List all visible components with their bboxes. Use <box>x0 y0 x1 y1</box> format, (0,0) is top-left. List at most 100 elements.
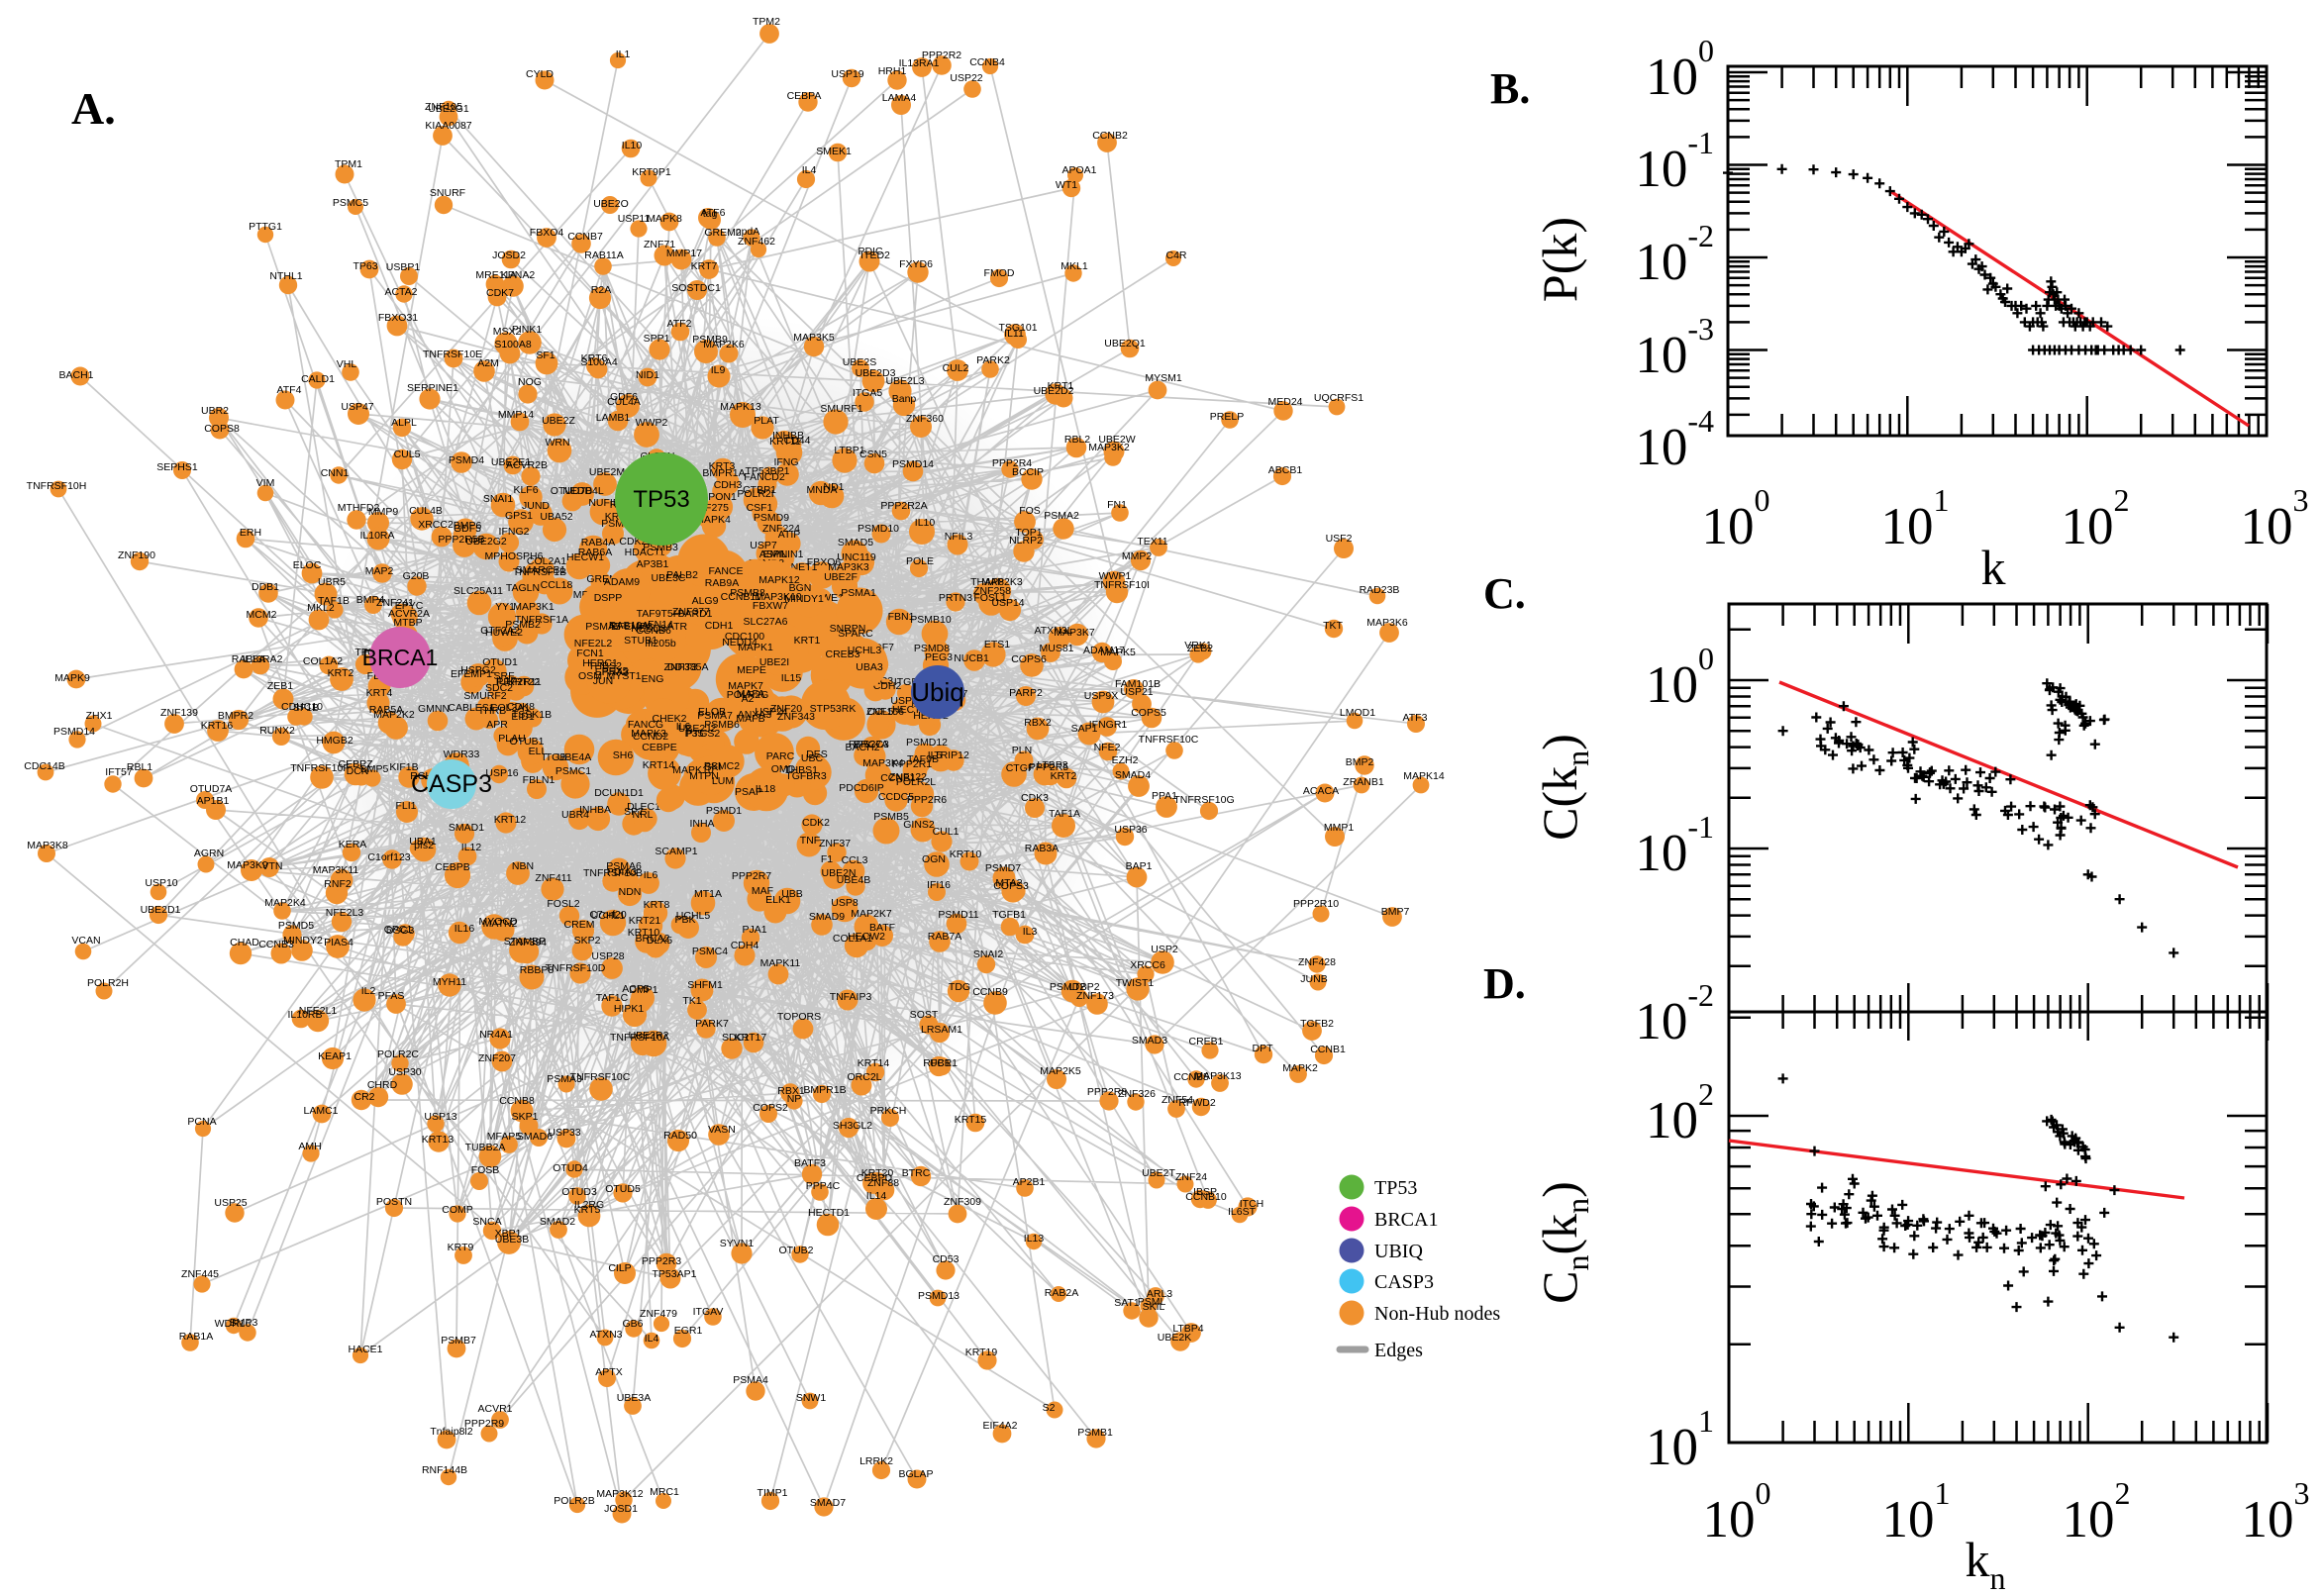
svg-text:TNFRSF10B: TNFRSF10B <box>583 867 643 879</box>
svg-text:OTUB1: OTUB1 <box>509 736 544 748</box>
svg-text:PPP2R9: PPP2R9 <box>464 1418 504 1430</box>
svg-text:MYOCD: MYOCD <box>478 916 518 928</box>
svg-text:UBR1: UBR1 <box>930 1057 958 1069</box>
svg-text:MAPK11: MAPK11 <box>760 957 801 969</box>
svg-text:KRT1: KRT1 <box>1048 380 1074 392</box>
svg-text:MMP2: MMP2 <box>1122 550 1152 562</box>
svg-text:POLR2H: POLR2H <box>87 977 129 989</box>
svg-text:THAP8: THAP8 <box>970 576 1004 588</box>
svg-text:SMEK1: SMEK1 <box>816 146 852 157</box>
svg-text:PSMB5: PSMB5 <box>873 811 909 823</box>
svg-text:PRTN3: PRTN3 <box>939 592 972 604</box>
svg-text:KRT10: KRT10 <box>950 848 982 860</box>
svg-text:ZNF428: ZNF428 <box>1298 956 1336 968</box>
svg-text:JOSD1: JOSD1 <box>604 1503 638 1515</box>
svg-text:Non-Hub nodes: Non-Hub nodes <box>1374 1303 1500 1325</box>
svg-text:EGR1: EGR1 <box>674 1325 703 1337</box>
svg-text:PRKCH: PRKCH <box>870 1105 907 1117</box>
svg-text:UBE2L3: UBE2L3 <box>885 375 924 387</box>
svg-text:USP11: USP11 <box>618 213 651 225</box>
svg-text:COPS5: COPS5 <box>1131 707 1166 719</box>
svg-text:ZNF377: ZNF377 <box>672 606 710 618</box>
svg-text:USP13: USP13 <box>424 1111 456 1123</box>
svg-text:SNW1: SNW1 <box>796 1392 826 1404</box>
svg-text:BARD1: BARD1 <box>677 608 712 620</box>
svg-text:Tnfaip8l2: Tnfaip8l2 <box>430 1426 472 1438</box>
svg-text:MAP2K2: MAP2K2 <box>373 709 415 721</box>
svg-text:CCNB5: CCNB5 <box>1173 1071 1209 1083</box>
svg-text:NLRP2: NLRP2 <box>1009 535 1043 547</box>
svg-text:MAPK7: MAPK7 <box>728 680 763 692</box>
svg-text:UBC: UBC <box>801 752 824 764</box>
svg-text:UBE2W: UBE2W <box>1098 434 1135 446</box>
svg-text:KRT6: KRT6 <box>581 352 608 364</box>
svg-text:INHBB: INHBB <box>772 430 804 442</box>
svg-text:ATXN3L: ATXN3L <box>1035 625 1073 637</box>
svg-text:SLC25A11: SLC25A11 <box>454 585 503 597</box>
svg-text:MMP9: MMP9 <box>368 506 398 518</box>
svg-text:SNURF: SNURF <box>430 187 465 199</box>
svg-text:APTX: APTX <box>595 1366 622 1378</box>
svg-text:MAP3K12: MAP3K12 <box>596 1488 643 1500</box>
svg-text:CTGF: CTGF <box>1006 762 1035 774</box>
svg-text:BMP3: BMP3 <box>230 1317 258 1329</box>
svg-text:COPS3: COPS3 <box>993 880 1029 892</box>
svg-text:MKL2: MKL2 <box>307 602 335 614</box>
svg-text:UCHL5: UCHL5 <box>676 910 711 922</box>
svg-text:EFEMP1: EFEMP1 <box>451 668 492 680</box>
svg-text:PSMD2: PSMD2 <box>1050 981 1085 993</box>
svg-text:FLI1: FLI1 <box>395 800 416 812</box>
svg-text:RAD23B: RAD23B <box>1360 584 1400 596</box>
svg-text:TNFRSF10G: TNFRSF10G <box>1173 794 1234 806</box>
svg-text:IL10: IL10 <box>622 140 643 151</box>
svg-text:ZNF71: ZNF71 <box>644 239 675 250</box>
svg-text:PPP2R1: PPP2R1 <box>892 758 932 770</box>
svg-text:GDF5: GDF5 <box>454 523 481 535</box>
svg-text:TNFRSF10A: TNFRSF10A <box>610 1032 669 1044</box>
svg-text:IL4: IL4 <box>645 1333 659 1345</box>
svg-text:FANCE: FANCE <box>708 565 743 577</box>
svg-text:DDIT3: DDIT3 <box>667 661 697 673</box>
svg-text:C4R: C4R <box>1165 249 1186 261</box>
svg-text:USP30: USP30 <box>388 1066 421 1078</box>
svg-text:NFE2L1: NFE2L1 <box>299 1005 338 1017</box>
svg-text:PARK7: PARK7 <box>695 1018 729 1030</box>
svg-text:Edges: Edges <box>1374 1340 1423 1361</box>
svg-text:EFEMP2: EFEMP2 <box>611 621 653 633</box>
svg-text:SKP2: SKP2 <box>574 935 601 947</box>
svg-text:SMAD6: SMAD6 <box>517 1131 553 1143</box>
svg-text:ZNF105: ZNF105 <box>425 101 462 113</box>
svg-text:TOPORS: TOPORS <box>777 1011 821 1023</box>
svg-text:MED24: MED24 <box>1267 396 1302 408</box>
svg-text:CDK2: CDK2 <box>802 817 830 829</box>
svg-text:MAP3K11: MAP3K11 <box>313 864 359 876</box>
svg-text:B.: B. <box>1490 64 1530 113</box>
svg-text:PSMD14: PSMD14 <box>892 458 934 470</box>
svg-text:XBP1: XBP1 <box>495 1228 522 1240</box>
svg-text:MTPN: MTPN <box>689 770 719 782</box>
svg-text:BAP1: BAP1 <box>1126 860 1153 872</box>
svg-text:MMP1: MMP1 <box>1324 822 1354 834</box>
svg-text:ATR: ATR <box>667 621 688 633</box>
svg-text:MPHOSPH6: MPHOSPH6 <box>485 550 544 562</box>
svg-text:POLR2I: POLR2I <box>737 488 773 500</box>
svg-text:USP47: USP47 <box>341 401 373 413</box>
svg-text:KRT1: KRT1 <box>794 635 821 647</box>
svg-text:TPM2: TPM2 <box>753 16 780 28</box>
svg-text:TNFRSF1A: TNFRSF1A <box>515 614 568 626</box>
svg-text:COL1A2: COL1A2 <box>303 655 343 667</box>
svg-text:UBE2E1: UBE2E1 <box>491 456 531 468</box>
svg-text:ASPN: ASPN <box>759 549 788 560</box>
svg-text:MAP2K7: MAP2K7 <box>851 908 892 920</box>
svg-text:PPP2R10: PPP2R10 <box>1293 898 1339 910</box>
svg-text:UCHL1: UCHL1 <box>591 910 626 922</box>
svg-text:PSMD9: PSMD9 <box>754 512 789 524</box>
svg-text:PTGS2: PTGS2 <box>686 728 721 740</box>
svg-text:RBX1: RBX1 <box>777 1085 805 1097</box>
svg-text:PARP2: PARP2 <box>1009 687 1043 699</box>
svg-text:FMOD: FMOD <box>984 267 1015 279</box>
svg-text:ITGAV: ITGAV <box>693 1306 724 1318</box>
svg-text:C1orf123: C1orf123 <box>367 851 410 863</box>
svg-text:CCNB8: CCNB8 <box>499 1095 535 1107</box>
svg-text:PSMB2: PSMB2 <box>505 619 541 631</box>
